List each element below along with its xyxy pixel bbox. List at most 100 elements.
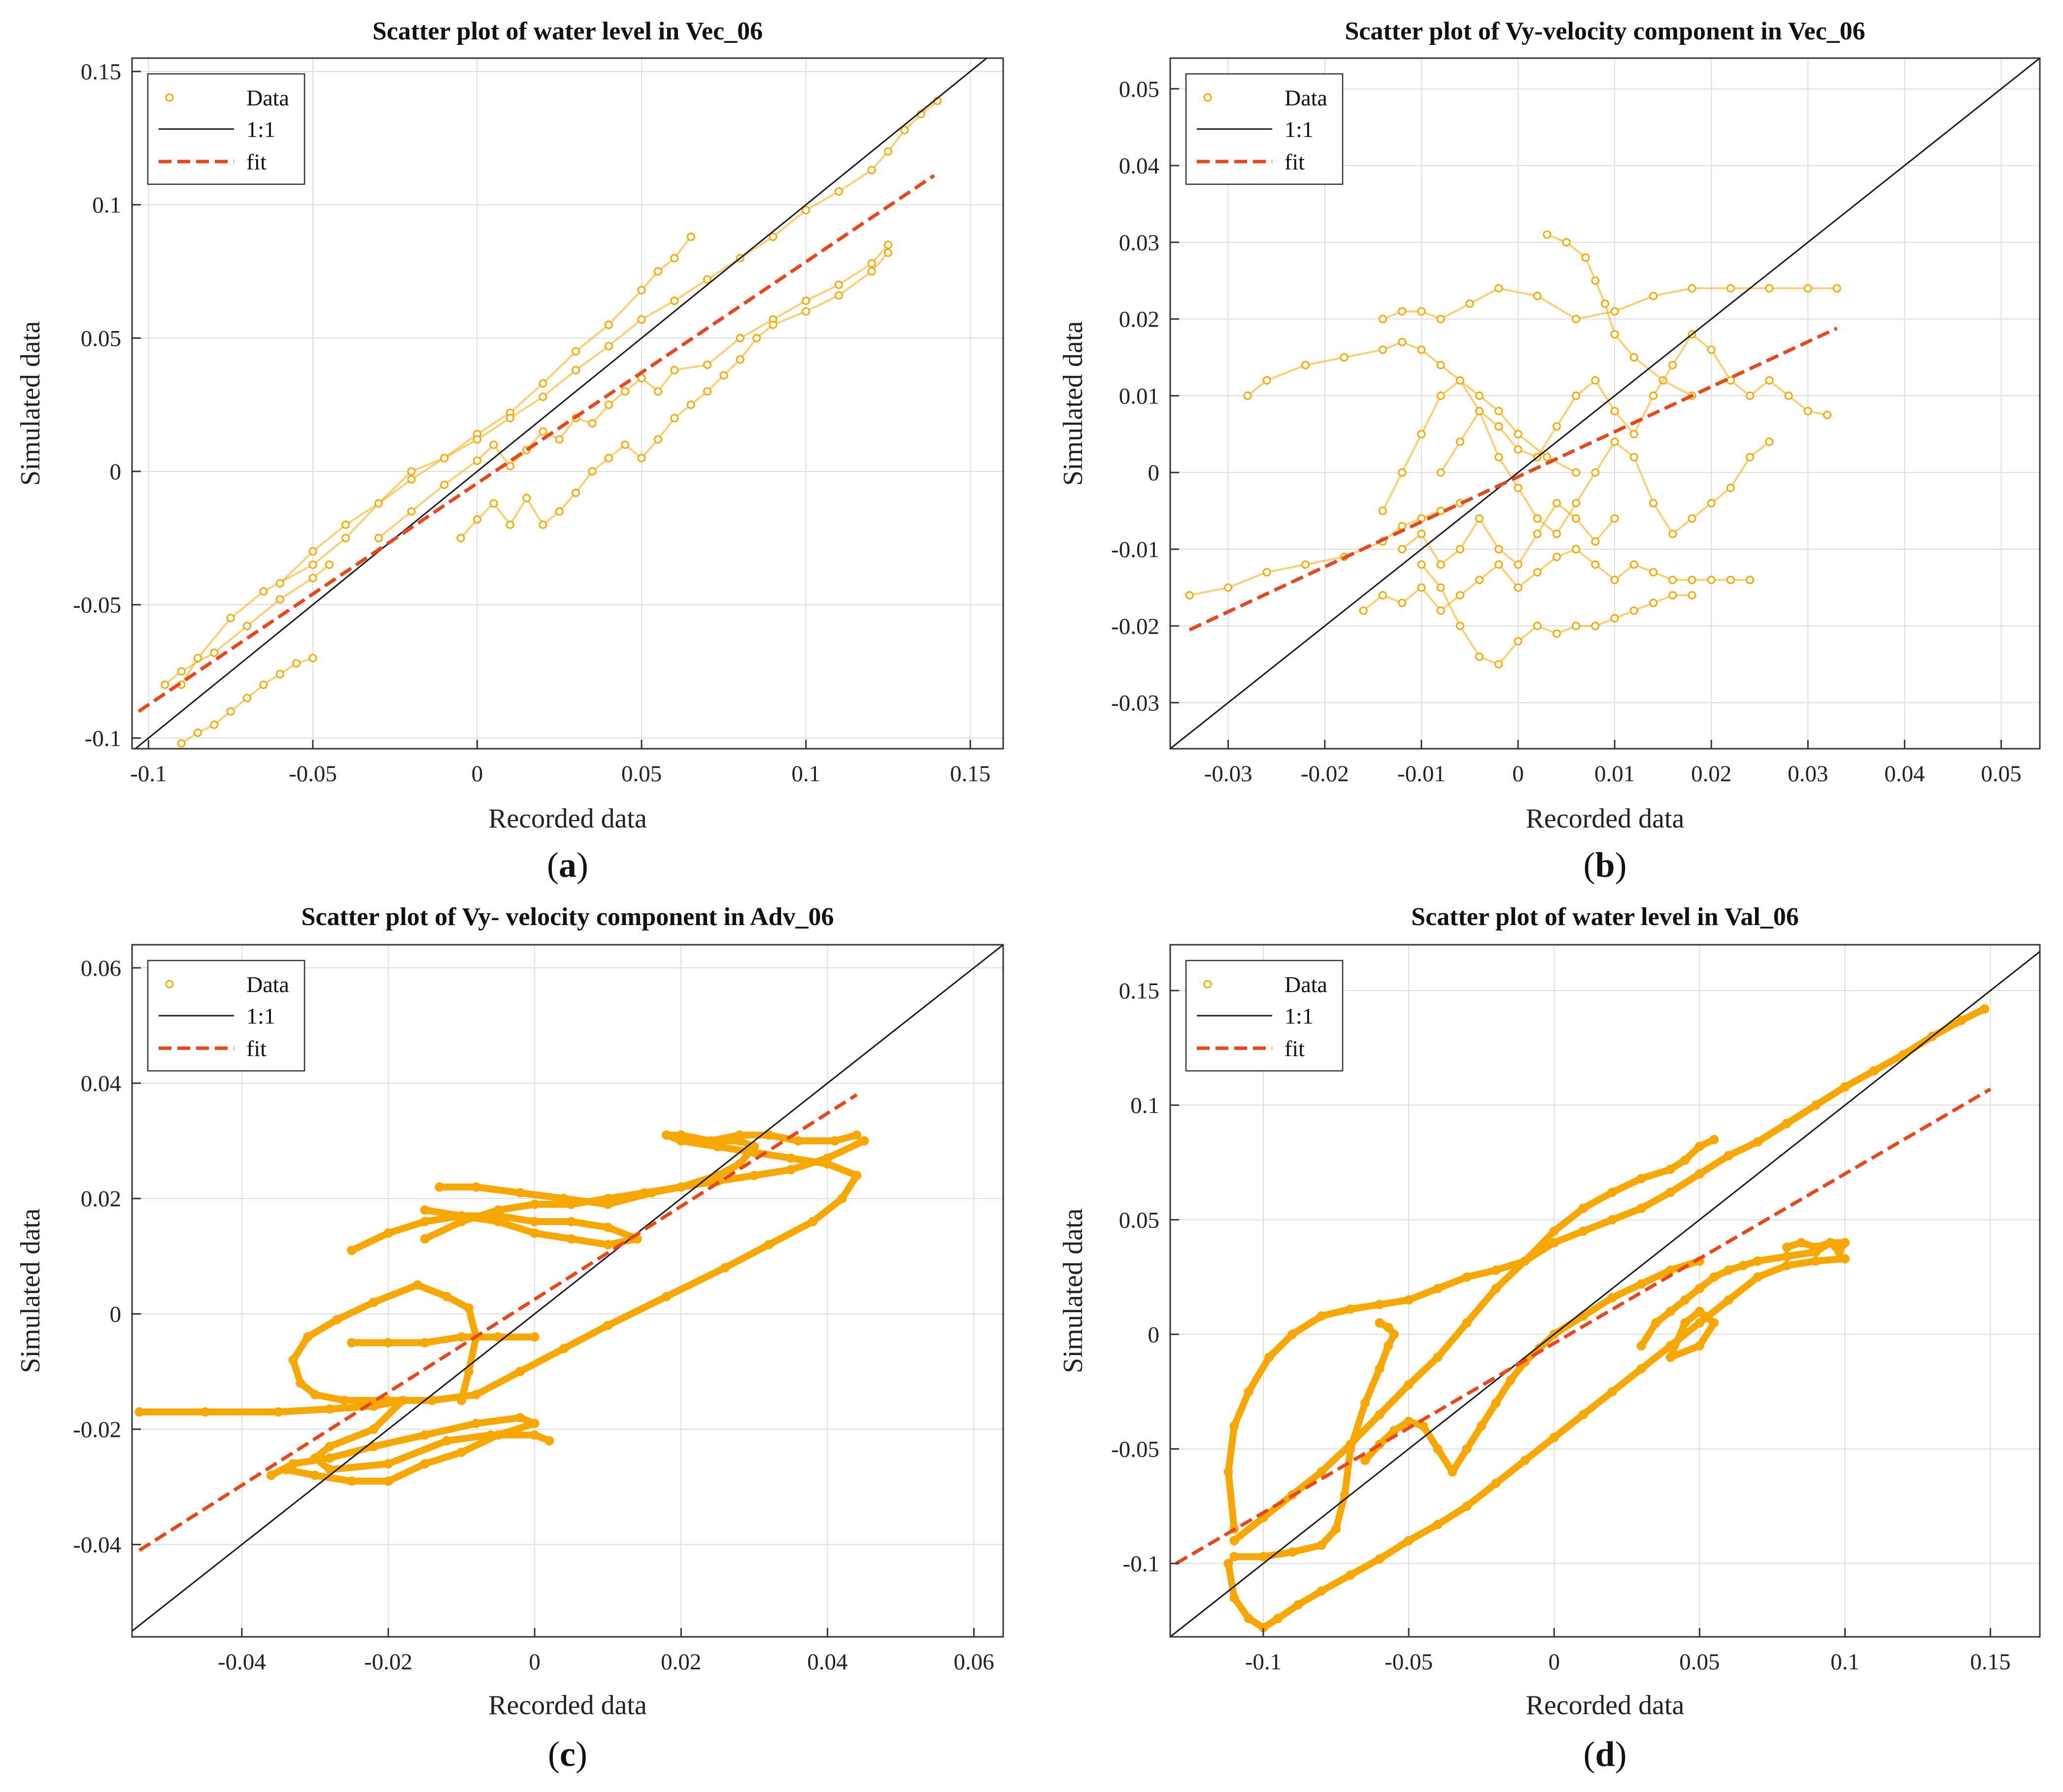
data-point bbox=[281, 1464, 291, 1474]
data-point bbox=[1398, 598, 1407, 607]
data-point bbox=[1417, 345, 1426, 354]
data-point bbox=[1803, 407, 1812, 416]
data-point bbox=[1301, 560, 1310, 569]
data-point bbox=[1826, 1238, 1835, 1248]
y-tick-label: 0.04 bbox=[81, 1071, 121, 1096]
data-point bbox=[1591, 560, 1600, 569]
data-point bbox=[530, 1199, 540, 1209]
data-point bbox=[1378, 591, 1387, 599]
data-point bbox=[637, 315, 646, 324]
data-point bbox=[1378, 345, 1387, 354]
data-point bbox=[1543, 453, 1552, 462]
identity-line bbox=[134, 58, 988, 749]
data-series-trace bbox=[1225, 1005, 1988, 1533]
data-point bbox=[647, 1188, 657, 1197]
data-point bbox=[266, 1470, 276, 1480]
data-point bbox=[1229, 1536, 1239, 1546]
data-point bbox=[1475, 514, 1484, 523]
data-point bbox=[539, 520, 547, 529]
data-point bbox=[1389, 1426, 1399, 1435]
data-point bbox=[572, 347, 580, 356]
data-point bbox=[670, 414, 679, 423]
data-point bbox=[1610, 614, 1619, 623]
data-point bbox=[852, 1170, 862, 1180]
data-point bbox=[471, 1182, 481, 1192]
panel-label-letter: a bbox=[559, 845, 576, 885]
data-point bbox=[1668, 530, 1677, 538]
data-point bbox=[1765, 376, 1774, 385]
data-point bbox=[1724, 1151, 1733, 1161]
data-point bbox=[369, 1425, 378, 1434]
data-point bbox=[802, 206, 811, 215]
data-point bbox=[493, 1430, 503, 1440]
data-point bbox=[177, 667, 186, 676]
data-point bbox=[1455, 545, 1464, 554]
data-point bbox=[374, 533, 383, 542]
data-point bbox=[603, 1240, 613, 1250]
data-point bbox=[473, 435, 482, 444]
y-tick-label: 0.02 bbox=[1119, 307, 1159, 332]
data-point bbox=[442, 1292, 452, 1301]
x-tick-label: 0.15 bbox=[950, 761, 990, 787]
data-series-trace bbox=[1401, 502, 1616, 566]
panel-label: (a) bbox=[547, 845, 588, 885]
data-point bbox=[473, 456, 482, 465]
data-point bbox=[303, 1332, 313, 1342]
data-point bbox=[1455, 622, 1464, 631]
data-point bbox=[325, 1442, 335, 1452]
data-point bbox=[1688, 575, 1696, 584]
data-point bbox=[383, 1228, 393, 1238]
x-tick-label: -0.05 bbox=[289, 761, 337, 787]
data-point bbox=[201, 1407, 210, 1417]
x-tick-label: 0.1 bbox=[1830, 1649, 1860, 1675]
y-tick-label: -0.01 bbox=[1111, 537, 1159, 563]
data-point bbox=[544, 1436, 554, 1446]
data-point bbox=[275, 595, 284, 604]
data-point bbox=[1549, 1432, 1559, 1442]
data-point bbox=[308, 560, 317, 569]
panel-label: (d) bbox=[1583, 1734, 1626, 1774]
data-point bbox=[383, 1476, 393, 1486]
data-point bbox=[1707, 345, 1716, 354]
data-point bbox=[1398, 337, 1407, 346]
data-point bbox=[1475, 407, 1484, 416]
data-point bbox=[1514, 560, 1522, 569]
data-point bbox=[1694, 1284, 1704, 1294]
data-point bbox=[1287, 1329, 1297, 1339]
y-tick-label: 0 bbox=[1148, 1322, 1160, 1348]
data-point bbox=[559, 1344, 569, 1354]
data-point bbox=[752, 333, 761, 342]
data-point bbox=[440, 454, 449, 463]
data-point bbox=[1782, 1261, 1792, 1270]
data-point bbox=[852, 1130, 862, 1140]
data-point bbox=[1591, 376, 1600, 385]
panel-label: (b) bbox=[1583, 845, 1626, 885]
data-point bbox=[210, 648, 219, 657]
data-point bbox=[621, 387, 630, 396]
x-tick-label: -0.04 bbox=[218, 1649, 266, 1675]
data-point bbox=[1293, 1600, 1303, 1610]
data-point bbox=[1273, 1614, 1283, 1624]
data-point bbox=[369, 1442, 378, 1452]
data-point bbox=[637, 454, 646, 463]
data-point bbox=[588, 467, 597, 476]
data-point bbox=[735, 1136, 744, 1146]
data-point bbox=[1811, 1242, 1821, 1252]
data-point bbox=[662, 1292, 672, 1301]
data-point bbox=[802, 307, 811, 316]
data-point bbox=[1811, 1256, 1821, 1266]
data-point bbox=[1578, 1203, 1588, 1213]
data-point bbox=[530, 1430, 540, 1440]
data-point bbox=[769, 320, 778, 329]
data-point bbox=[1346, 1304, 1355, 1314]
data-point bbox=[1784, 391, 1793, 400]
x-tick-label: 0 bbox=[529, 1649, 541, 1675]
y-tick-label: -0.1 bbox=[1123, 1551, 1159, 1577]
data-point bbox=[1746, 453, 1755, 462]
data-point bbox=[493, 1332, 503, 1342]
data-point bbox=[786, 1153, 796, 1163]
data-point bbox=[670, 297, 679, 305]
data-point bbox=[603, 1321, 613, 1330]
data-point bbox=[1360, 1456, 1370, 1465]
data-point bbox=[1229, 1552, 1239, 1561]
